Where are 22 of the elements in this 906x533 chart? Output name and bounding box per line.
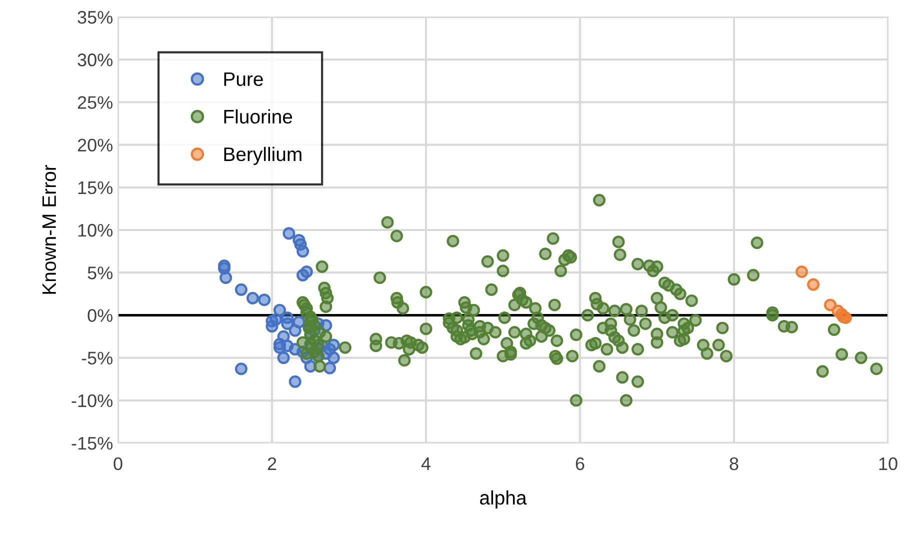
y-tick-label: 25% (78, 96, 112, 109)
y-tick-label: 30% (78, 54, 112, 66)
legend-label: Beryllium (224, 146, 302, 165)
x-axis-title: alpha (480, 490, 527, 509)
y-tick-label: -15% (72, 437, 112, 450)
x-tick-label: 10 (879, 457, 898, 470)
y-tick-label: 10% (78, 224, 112, 237)
x-tick-label: 4 (421, 458, 430, 470)
y-tick-label: 35% (78, 10, 112, 24)
x-tick-label: 8 (730, 457, 738, 470)
y-tick-label: 20% (78, 138, 112, 152)
x-tick-label: 6 (576, 457, 584, 470)
legend-label: Pure (224, 72, 263, 86)
y-tick-label: -5% (82, 352, 112, 365)
y-axis-title: Known-M Error (42, 164, 56, 294)
y-tick-label: 15% (78, 181, 112, 194)
y-tick-label: -10% (72, 394, 112, 408)
y-tick-label: 0% (88, 309, 112, 322)
x-tick-label: 0 (114, 457, 122, 470)
x-tick-label: 2 (268, 457, 276, 470)
legend-label: Fluorine (224, 109, 292, 124)
y-tick-label: 5% (88, 266, 112, 280)
